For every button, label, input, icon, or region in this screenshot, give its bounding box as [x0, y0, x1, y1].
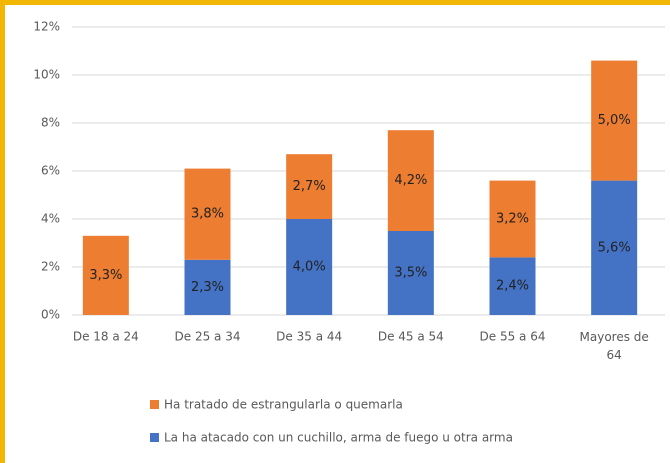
x-tick-line: Mayores de	[580, 330, 649, 344]
x-tick-label: De 45 a 54	[378, 330, 444, 344]
data-label: 3,3%	[89, 268, 122, 283]
bar-segment	[286, 154, 333, 219]
x-tick-label: Mayores de 64	[580, 330, 649, 362]
data-label: 4,2%	[394, 173, 427, 188]
left-border	[0, 0, 5, 463]
y-tick-label: 6%	[41, 164, 60, 178]
y-tick-label: 8%	[41, 116, 60, 130]
x-tick-line: 64	[607, 348, 622, 362]
y-tick-label: 4%	[41, 212, 60, 226]
x-tick-label: De 25 a 34	[175, 330, 241, 344]
bar-segment	[591, 180, 638, 315]
y-tick-label: 2%	[41, 260, 60, 274]
bar-segment	[489, 257, 536, 315]
bar-segment	[82, 235, 129, 315]
data-label: 3,5%	[394, 266, 427, 281]
bar-segment	[286, 219, 333, 315]
data-label: 2,3%	[191, 280, 224, 295]
data-label: 2,4%	[496, 279, 529, 294]
legend-swatch	[150, 400, 159, 409]
data-label: 5,0%	[598, 113, 631, 128]
bar-segment	[591, 60, 638, 181]
data-label: 4,0%	[293, 260, 326, 275]
bar-segment	[387, 231, 434, 315]
y-tick-label: 12%	[33, 20, 60, 34]
x-tick-label: De 18 a 24	[73, 330, 139, 344]
legend-swatch	[150, 433, 159, 442]
data-label: 2,7%	[293, 179, 326, 194]
bar-segment	[387, 130, 434, 231]
y-tick-label: 10%	[33, 68, 60, 82]
data-label: 3,2%	[496, 212, 529, 227]
bar-segment	[184, 259, 231, 315]
data-label: 5,6%	[598, 240, 631, 255]
data-label: 3,8%	[191, 207, 224, 222]
bar-segment	[184, 168, 231, 260]
x-tick-label: De 35 a 44	[276, 330, 342, 344]
y-tick-label: 0%	[41, 308, 60, 322]
x-tick-label: De 55 a 64	[480, 330, 546, 344]
bar-segment	[489, 180, 536, 258]
top-border	[0, 0, 670, 5]
legend-label: La ha atacado con un cuchillo, arma de f…	[164, 431, 513, 445]
legend-label: Ha tratado de estrangularla o quemarla	[164, 398, 403, 412]
